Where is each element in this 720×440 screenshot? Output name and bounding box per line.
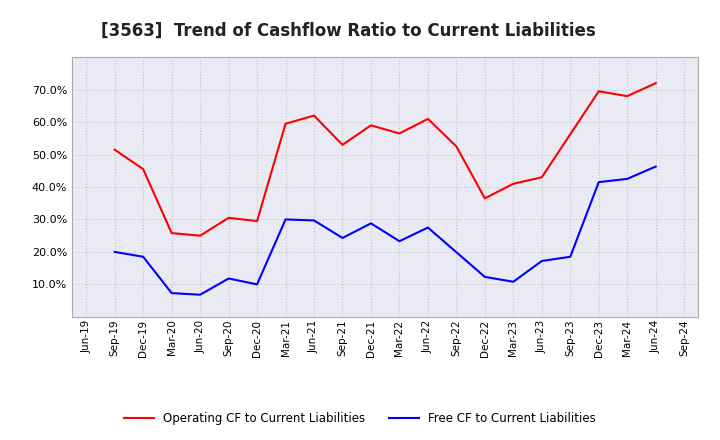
Operating CF to Current Liabilities: [452, 144, 461, 149]
Line: Free CF to Current Liabilities: Free CF to Current Liabilities: [114, 167, 656, 295]
Operating CF to Current Liabilities: [139, 166, 148, 172]
Free CF to Current Liabilities: [509, 279, 518, 284]
Operating CF to Current Liabilities: [110, 147, 119, 152]
Free CF to Current Liabilities: [595, 180, 603, 185]
Operating CF to Current Liabilities: [509, 181, 518, 187]
Free CF to Current Liabilities: [310, 218, 318, 223]
Free CF to Current Liabilities: [167, 290, 176, 296]
Free CF to Current Liabilities: [110, 249, 119, 254]
Free CF to Current Liabilities: [652, 164, 660, 169]
Free CF to Current Liabilities: [366, 221, 375, 226]
Free CF to Current Liabilities: [537, 258, 546, 264]
Free CF to Current Liabilities: [566, 254, 575, 260]
Operating CF to Current Liabilities: [395, 131, 404, 136]
Free CF to Current Liabilities: [623, 176, 631, 182]
Operating CF to Current Liabilities: [167, 231, 176, 236]
Free CF to Current Liabilities: [338, 235, 347, 241]
Operating CF to Current Liabilities: [338, 142, 347, 147]
Operating CF to Current Liabilities: [253, 218, 261, 224]
Free CF to Current Liabilities: [423, 225, 432, 230]
Free CF to Current Liabilities: [225, 276, 233, 281]
Free CF to Current Liabilities: [253, 282, 261, 287]
Operating CF to Current Liabilities: [480, 196, 489, 201]
Operating CF to Current Liabilities: [623, 93, 631, 99]
Free CF to Current Liabilities: [139, 254, 148, 260]
Operating CF to Current Liabilities: [537, 175, 546, 180]
Text: [3563]  Trend of Cashflow Ratio to Current Liabilities: [3563] Trend of Cashflow Ratio to Curren…: [101, 22, 595, 40]
Free CF to Current Liabilities: [196, 292, 204, 297]
Free CF to Current Liabilities: [480, 274, 489, 279]
Operating CF to Current Liabilities: [282, 121, 290, 126]
Operating CF to Current Liabilities: [310, 113, 318, 118]
Line: Operating CF to Current Liabilities: Operating CF to Current Liabilities: [114, 83, 656, 236]
Operating CF to Current Liabilities: [595, 88, 603, 94]
Free CF to Current Liabilities: [395, 238, 404, 244]
Operating CF to Current Liabilities: [196, 233, 204, 238]
Operating CF to Current Liabilities: [652, 81, 660, 86]
Operating CF to Current Liabilities: [423, 116, 432, 121]
Free CF to Current Liabilities: [282, 217, 290, 222]
Operating CF to Current Liabilities: [225, 215, 233, 220]
Operating CF to Current Liabilities: [366, 123, 375, 128]
Legend: Operating CF to Current Liabilities, Free CF to Current Liabilities: Operating CF to Current Liabilities, Fre…: [120, 407, 600, 430]
